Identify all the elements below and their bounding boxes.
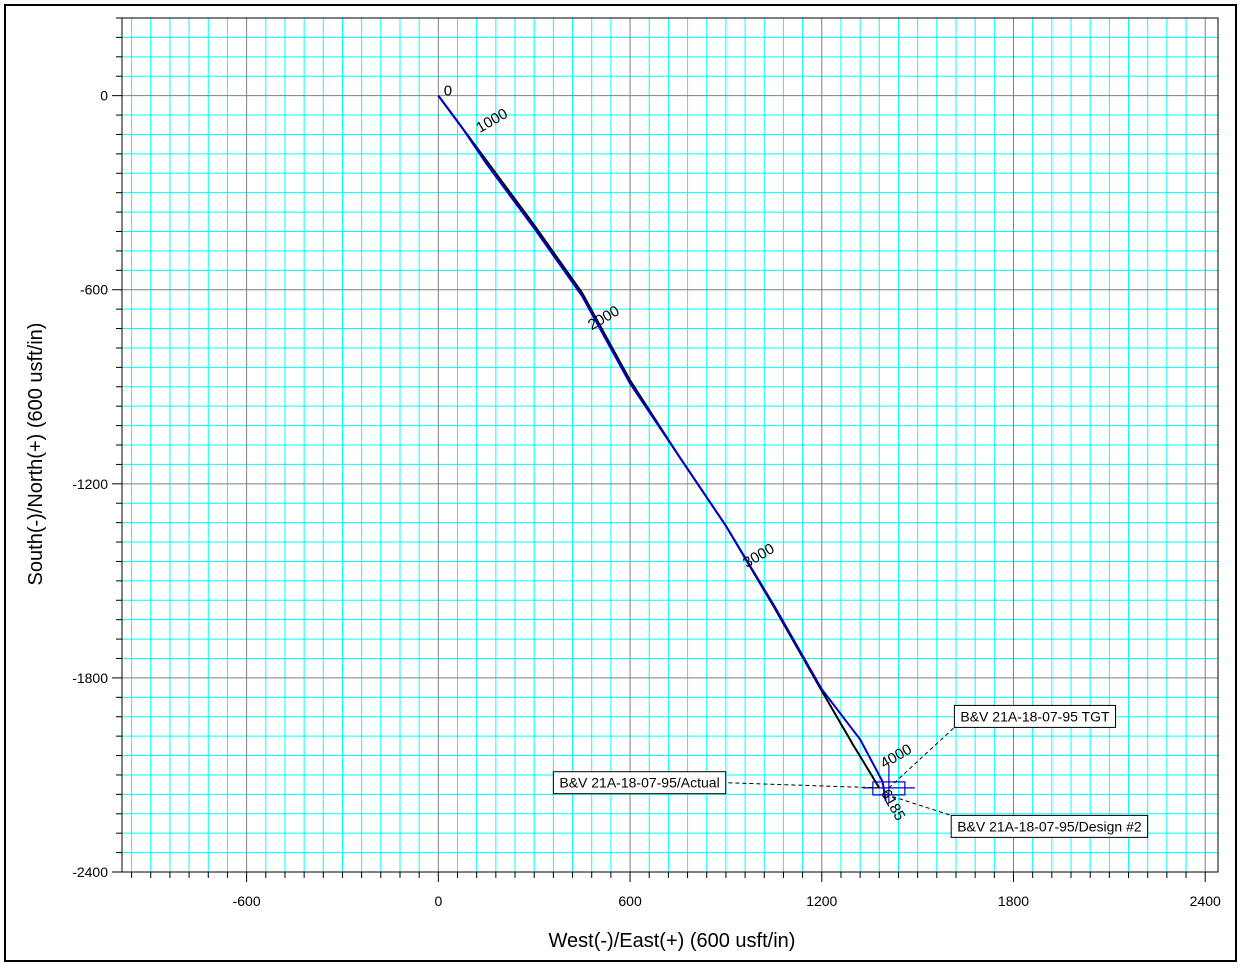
annotation-1: B&V 21A-18-07-95/Actual: [552, 771, 880, 795]
actual-wellpath-line: [437, 95, 881, 789]
md-label-3000: 3000: [740, 540, 777, 571]
y-axis-title: South(-)/North(+) (600 usft/in): [25, 323, 47, 586]
annotation-2: B&V 21A-18-07-95/Design #2: [885, 793, 1149, 838]
md-label-0: 0: [444, 83, 452, 100]
x-tick-label: 0: [434, 893, 442, 909]
annotation-leader: [885, 793, 952, 816]
annotation-box: [552, 771, 727, 795]
x-tick-label: 1800: [998, 893, 1029, 909]
design-wellpath-line: [437, 95, 887, 801]
x-tick-label: 1200: [806, 893, 837, 909]
axis-ticks: [112, 17, 1206, 882]
x-tick-label: 600: [618, 893, 642, 909]
annotations: B&V 21A-18-07-95 TGT B&V 21A-18-07-95/Act…: [552, 704, 1149, 838]
y-tick-label: 0: [100, 88, 108, 104]
annotation-label: B&V 21A-18-07-95/Actual: [559, 775, 719, 791]
md-label-4000: 4000: [878, 741, 915, 772]
x-axis-title: West(-)/East(+) (600 usft/in): [549, 930, 796, 952]
minor-grid: [122, 17, 1218, 872]
y-tick-label: -2400: [72, 864, 108, 880]
annotation-0: B&V 21A-18-07-95 TGT: [888, 704, 1117, 789]
y-tick-label: -600: [80, 282, 108, 298]
chart-frame: [4, 4, 1237, 962]
annotation-box: [953, 704, 1117, 728]
x-tick-label: -600: [233, 893, 261, 909]
annotation-leader: [888, 727, 955, 789]
y-tick-label: -1800: [72, 670, 108, 686]
y-tick-label: -1200: [72, 476, 108, 492]
annotation-box: [950, 814, 1149, 838]
annotation-label: B&V 21A-18-07-95/Design #2: [957, 818, 1142, 834]
series-lines: [437, 95, 887, 801]
tick-labels: -600 0 600 1200 1800 2400 0 -600 -1200 -1800 -2400: [72, 88, 1221, 909]
md-label-6185: 6185: [877, 786, 908, 823]
annotation-label: B&V 21A-18-07-95 TGT: [960, 708, 1110, 724]
annotation-leader: [725, 782, 880, 789]
x-tick-label: 2400: [1190, 893, 1221, 909]
md-label-1000: 1000: [473, 105, 510, 136]
major-grid: [122, 18, 1218, 873]
